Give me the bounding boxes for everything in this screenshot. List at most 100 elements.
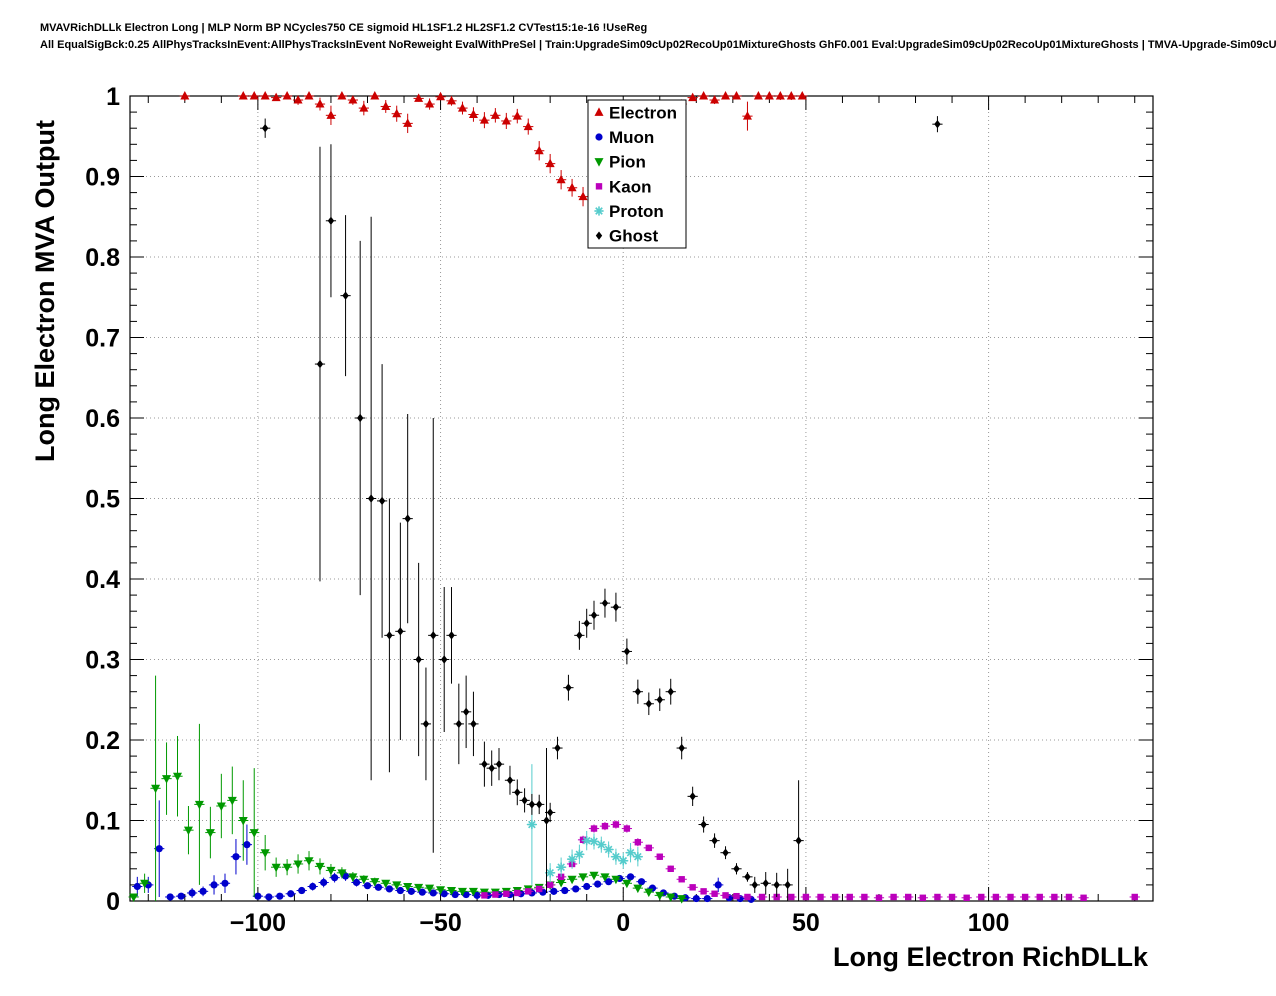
data-point-marker bbox=[162, 775, 172, 784]
y-tick-label: 0 bbox=[106, 888, 120, 916]
data-point-marker bbox=[622, 879, 632, 889]
data-point-marker bbox=[963, 894, 970, 901]
data-point-marker bbox=[447, 95, 457, 105]
data-point-marker bbox=[633, 884, 643, 894]
data-point-marker bbox=[525, 888, 532, 895]
data-point-marker bbox=[238, 817, 248, 826]
data-point-marker bbox=[572, 885, 580, 893]
data-point-marker bbox=[418, 888, 426, 896]
x-axis-title: Long Electron RichDLLk bbox=[833, 942, 1149, 972]
data-point-marker bbox=[590, 837, 598, 846]
data-point-marker bbox=[948, 893, 956, 901]
y-tick-label: 0.1 bbox=[85, 808, 120, 836]
data-point-marker bbox=[528, 800, 536, 809]
data-point-marker bbox=[315, 862, 325, 872]
data-point-marker bbox=[481, 759, 488, 769]
data-point-marker bbox=[846, 893, 853, 901]
x-tick-label: −50 bbox=[419, 909, 461, 937]
legend-box bbox=[587, 99, 687, 249]
data-point-marker bbox=[557, 873, 565, 881]
data-point-marker bbox=[374, 883, 383, 891]
data-point-marker bbox=[386, 631, 393, 640]
data-point-marker bbox=[595, 207, 603, 215]
data-point-marker bbox=[140, 879, 150, 889]
legend-label-electron: Electron bbox=[609, 103, 677, 122]
data-point-marker bbox=[1065, 893, 1073, 901]
data-point-marker bbox=[536, 885, 543, 893]
data-point-marker bbox=[381, 101, 391, 110]
data-point-marker bbox=[764, 91, 774, 100]
data-point-marker bbox=[733, 864, 740, 873]
data-point-marker bbox=[634, 839, 642, 846]
data-point-marker bbox=[429, 889, 437, 897]
data-point-marker bbox=[287, 890, 295, 898]
data-point-marker bbox=[359, 875, 369, 885]
data-point-marker bbox=[326, 866, 336, 876]
data-point-marker bbox=[722, 848, 729, 857]
y-tick-label: 0.5 bbox=[85, 486, 120, 514]
data-point-marker bbox=[637, 878, 646, 886]
data-point-marker bbox=[619, 856, 628, 865]
y-axis-title: Long Electron MVA Output bbox=[30, 120, 60, 462]
data-point-marker bbox=[194, 800, 204, 810]
data-point-marker bbox=[414, 883, 424, 893]
data-point-marker bbox=[583, 882, 591, 891]
data-point-marker bbox=[133, 882, 141, 891]
data-point-marker bbox=[753, 91, 763, 100]
data-point-marker bbox=[436, 91, 446, 101]
legend-label-proton: Proton bbox=[609, 202, 664, 221]
series-muon bbox=[132, 800, 757, 903]
data-point-marker bbox=[773, 893, 780, 901]
data-point-marker bbox=[1080, 894, 1087, 901]
data-point-marker bbox=[557, 863, 565, 872]
data-point-marker bbox=[700, 820, 707, 829]
data-point-marker bbox=[403, 118, 413, 127]
data-point-marker bbox=[523, 121, 533, 131]
data-point-marker bbox=[582, 836, 591, 845]
data-point-marker bbox=[304, 857, 314, 866]
data-point-marker bbox=[612, 821, 620, 828]
data-point-marker bbox=[403, 883, 413, 892]
data-point-marker bbox=[561, 886, 569, 895]
data-point-marker bbox=[568, 855, 576, 863]
chart-render-root: −100 −50 0 50 100 0 0.1 0.2 0.3 0.4 0.5 0.6 0.7 0.8 0.… bbox=[85, 83, 1154, 937]
data-point-marker bbox=[315, 99, 325, 108]
data-point-marker bbox=[978, 893, 985, 901]
data-point-marker bbox=[166, 893, 174, 901]
data-point-marker bbox=[392, 108, 402, 118]
data-point-marker bbox=[578, 191, 588, 201]
data-point-marker bbox=[744, 872, 751, 882]
data-point-marker bbox=[448, 631, 455, 640]
data-point-marker bbox=[367, 494, 375, 503]
data-point-marker bbox=[447, 887, 457, 896]
data-point-marker bbox=[711, 890, 718, 897]
data-point-marker bbox=[261, 124, 269, 133]
data-point-marker bbox=[470, 719, 477, 729]
data-point-marker bbox=[595, 231, 603, 240]
data-point-marker bbox=[249, 91, 259, 100]
data-point-marker bbox=[595, 183, 603, 190]
legend-label-ghost: Ghost bbox=[609, 227, 658, 246]
data-point-marker bbox=[180, 91, 190, 100]
series-electron bbox=[179, 91, 808, 207]
data-point-marker bbox=[503, 890, 510, 897]
data-point-marker bbox=[276, 892, 284, 900]
legend-label-pion: Pion bbox=[609, 153, 646, 172]
data-point-marker bbox=[623, 647, 631, 656]
data-point-marker bbox=[567, 182, 577, 192]
data-point-marker bbox=[172, 772, 182, 782]
data-point-marker bbox=[397, 627, 404, 636]
data-point-marker bbox=[441, 655, 448, 664]
data-point-marker bbox=[512, 111, 522, 120]
data-point-marker bbox=[667, 865, 674, 872]
data-point-marker bbox=[626, 848, 635, 857]
data-point-marker bbox=[199, 887, 207, 895]
data-point-marker bbox=[337, 869, 347, 878]
data-point-marker bbox=[534, 145, 544, 155]
data-point-marker bbox=[788, 893, 795, 901]
data-point-marker bbox=[861, 893, 868, 901]
data-point-marker bbox=[415, 655, 422, 664]
data-point-marker bbox=[243, 841, 251, 849]
data-point-marker bbox=[342, 291, 349, 300]
data-point-marker bbox=[271, 92, 281, 102]
